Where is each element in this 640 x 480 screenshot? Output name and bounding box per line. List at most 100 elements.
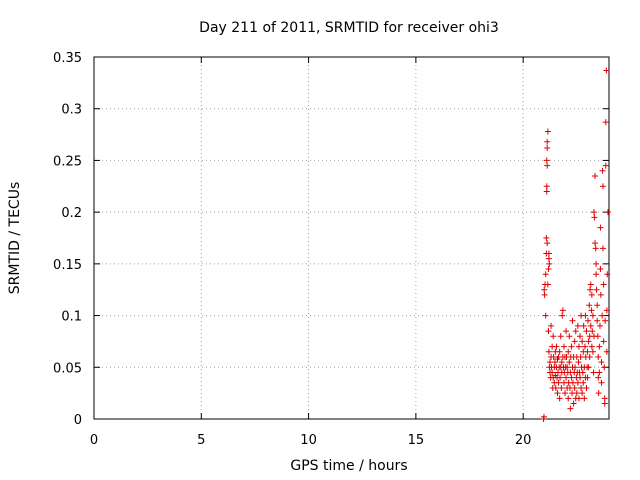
data-point <box>584 317 591 324</box>
data-point <box>596 322 603 329</box>
data-point <box>575 359 582 366</box>
y-axis-label: SRMTID / TECUs <box>7 182 23 295</box>
data-point <box>577 353 584 360</box>
data-point <box>549 369 556 376</box>
data-point <box>572 328 579 335</box>
data-point <box>565 395 572 402</box>
data-point <box>545 328 552 335</box>
data-point <box>557 333 564 340</box>
data-point <box>600 281 607 288</box>
data-point <box>579 369 586 376</box>
data-point <box>587 322 594 329</box>
grid-lines <box>94 57 609 419</box>
data-point <box>574 322 581 329</box>
data-point <box>590 209 597 216</box>
data-point <box>603 348 610 355</box>
data-point <box>599 245 606 252</box>
data-point <box>599 167 606 174</box>
data-point <box>580 379 587 386</box>
x-tick-label: 0 <box>90 433 98 448</box>
x-tick-label: 20 <box>515 433 532 448</box>
data-point <box>558 384 565 391</box>
data-point <box>589 348 596 355</box>
data-point <box>577 333 584 340</box>
data-point <box>571 384 578 391</box>
data-point <box>590 369 597 376</box>
data-point <box>570 400 577 407</box>
data-point <box>556 348 563 355</box>
data-point <box>598 359 605 366</box>
data-point <box>597 291 604 298</box>
data-point <box>588 291 595 298</box>
data-point <box>558 359 565 366</box>
data-point <box>597 224 604 231</box>
data-point <box>544 145 551 152</box>
data-point <box>546 260 553 267</box>
data-point <box>553 343 560 350</box>
data-point <box>586 353 593 360</box>
y-tick-label: 0.25 <box>53 154 82 169</box>
data-point <box>564 364 571 371</box>
data-point <box>543 188 550 195</box>
data-point <box>566 359 573 366</box>
data-point <box>544 138 551 145</box>
plot-frame <box>93 56 610 420</box>
data-point <box>602 317 609 324</box>
data-points <box>540 67 611 422</box>
data-point <box>592 240 599 247</box>
data-point <box>554 390 561 397</box>
data-point <box>575 395 582 402</box>
data-point <box>542 312 549 319</box>
data-point <box>578 384 585 391</box>
data-point <box>562 390 569 397</box>
data-point <box>594 302 601 309</box>
x-tick-label: 10 <box>300 433 317 448</box>
data-point <box>575 343 582 350</box>
data-point <box>602 119 609 126</box>
data-point <box>595 390 602 397</box>
data-point <box>582 312 589 319</box>
data-point <box>603 307 610 314</box>
data-point <box>591 214 598 221</box>
data-point <box>604 209 611 216</box>
data-point <box>602 162 609 169</box>
data-point <box>542 271 549 278</box>
data-point <box>577 374 584 381</box>
data-point <box>569 317 576 324</box>
y-tick-label: 0.2 <box>61 206 82 221</box>
data-point <box>559 307 566 314</box>
data-point <box>583 384 590 391</box>
data-point <box>545 255 552 262</box>
axis-ticks: 0 0.05 0.1 0.15 0.2 0.25 0.3 0.35 0 5 10 15 20 <box>53 51 609 448</box>
data-point <box>563 328 570 335</box>
data-point <box>568 343 575 350</box>
data-point <box>571 338 578 345</box>
data-point <box>601 400 608 407</box>
data-point <box>541 286 548 293</box>
data-point <box>556 395 563 402</box>
data-point <box>557 374 564 381</box>
data-point <box>599 183 606 190</box>
y-tick-label: 0.15 <box>53 258 82 273</box>
data-point <box>544 128 551 135</box>
data-point <box>593 260 600 267</box>
x-axis-label: GPS time / hours <box>290 458 407 474</box>
data-point <box>594 333 601 340</box>
data-point <box>587 286 594 293</box>
data-point <box>552 384 559 391</box>
data-point <box>596 369 603 376</box>
data-point <box>555 379 562 386</box>
data-point <box>543 235 550 241</box>
chart-title: Day 211 of 2011, SRMTID for receiver ohi… <box>199 20 499 36</box>
data-point <box>559 312 566 319</box>
data-point <box>580 322 587 329</box>
data-point <box>588 307 595 314</box>
data-point <box>566 333 573 340</box>
y-tick-label: 0.05 <box>53 361 82 376</box>
data-point <box>541 291 548 298</box>
data-point <box>545 348 552 355</box>
data-point <box>565 348 572 355</box>
data-point <box>592 245 599 252</box>
data-point <box>579 390 586 397</box>
